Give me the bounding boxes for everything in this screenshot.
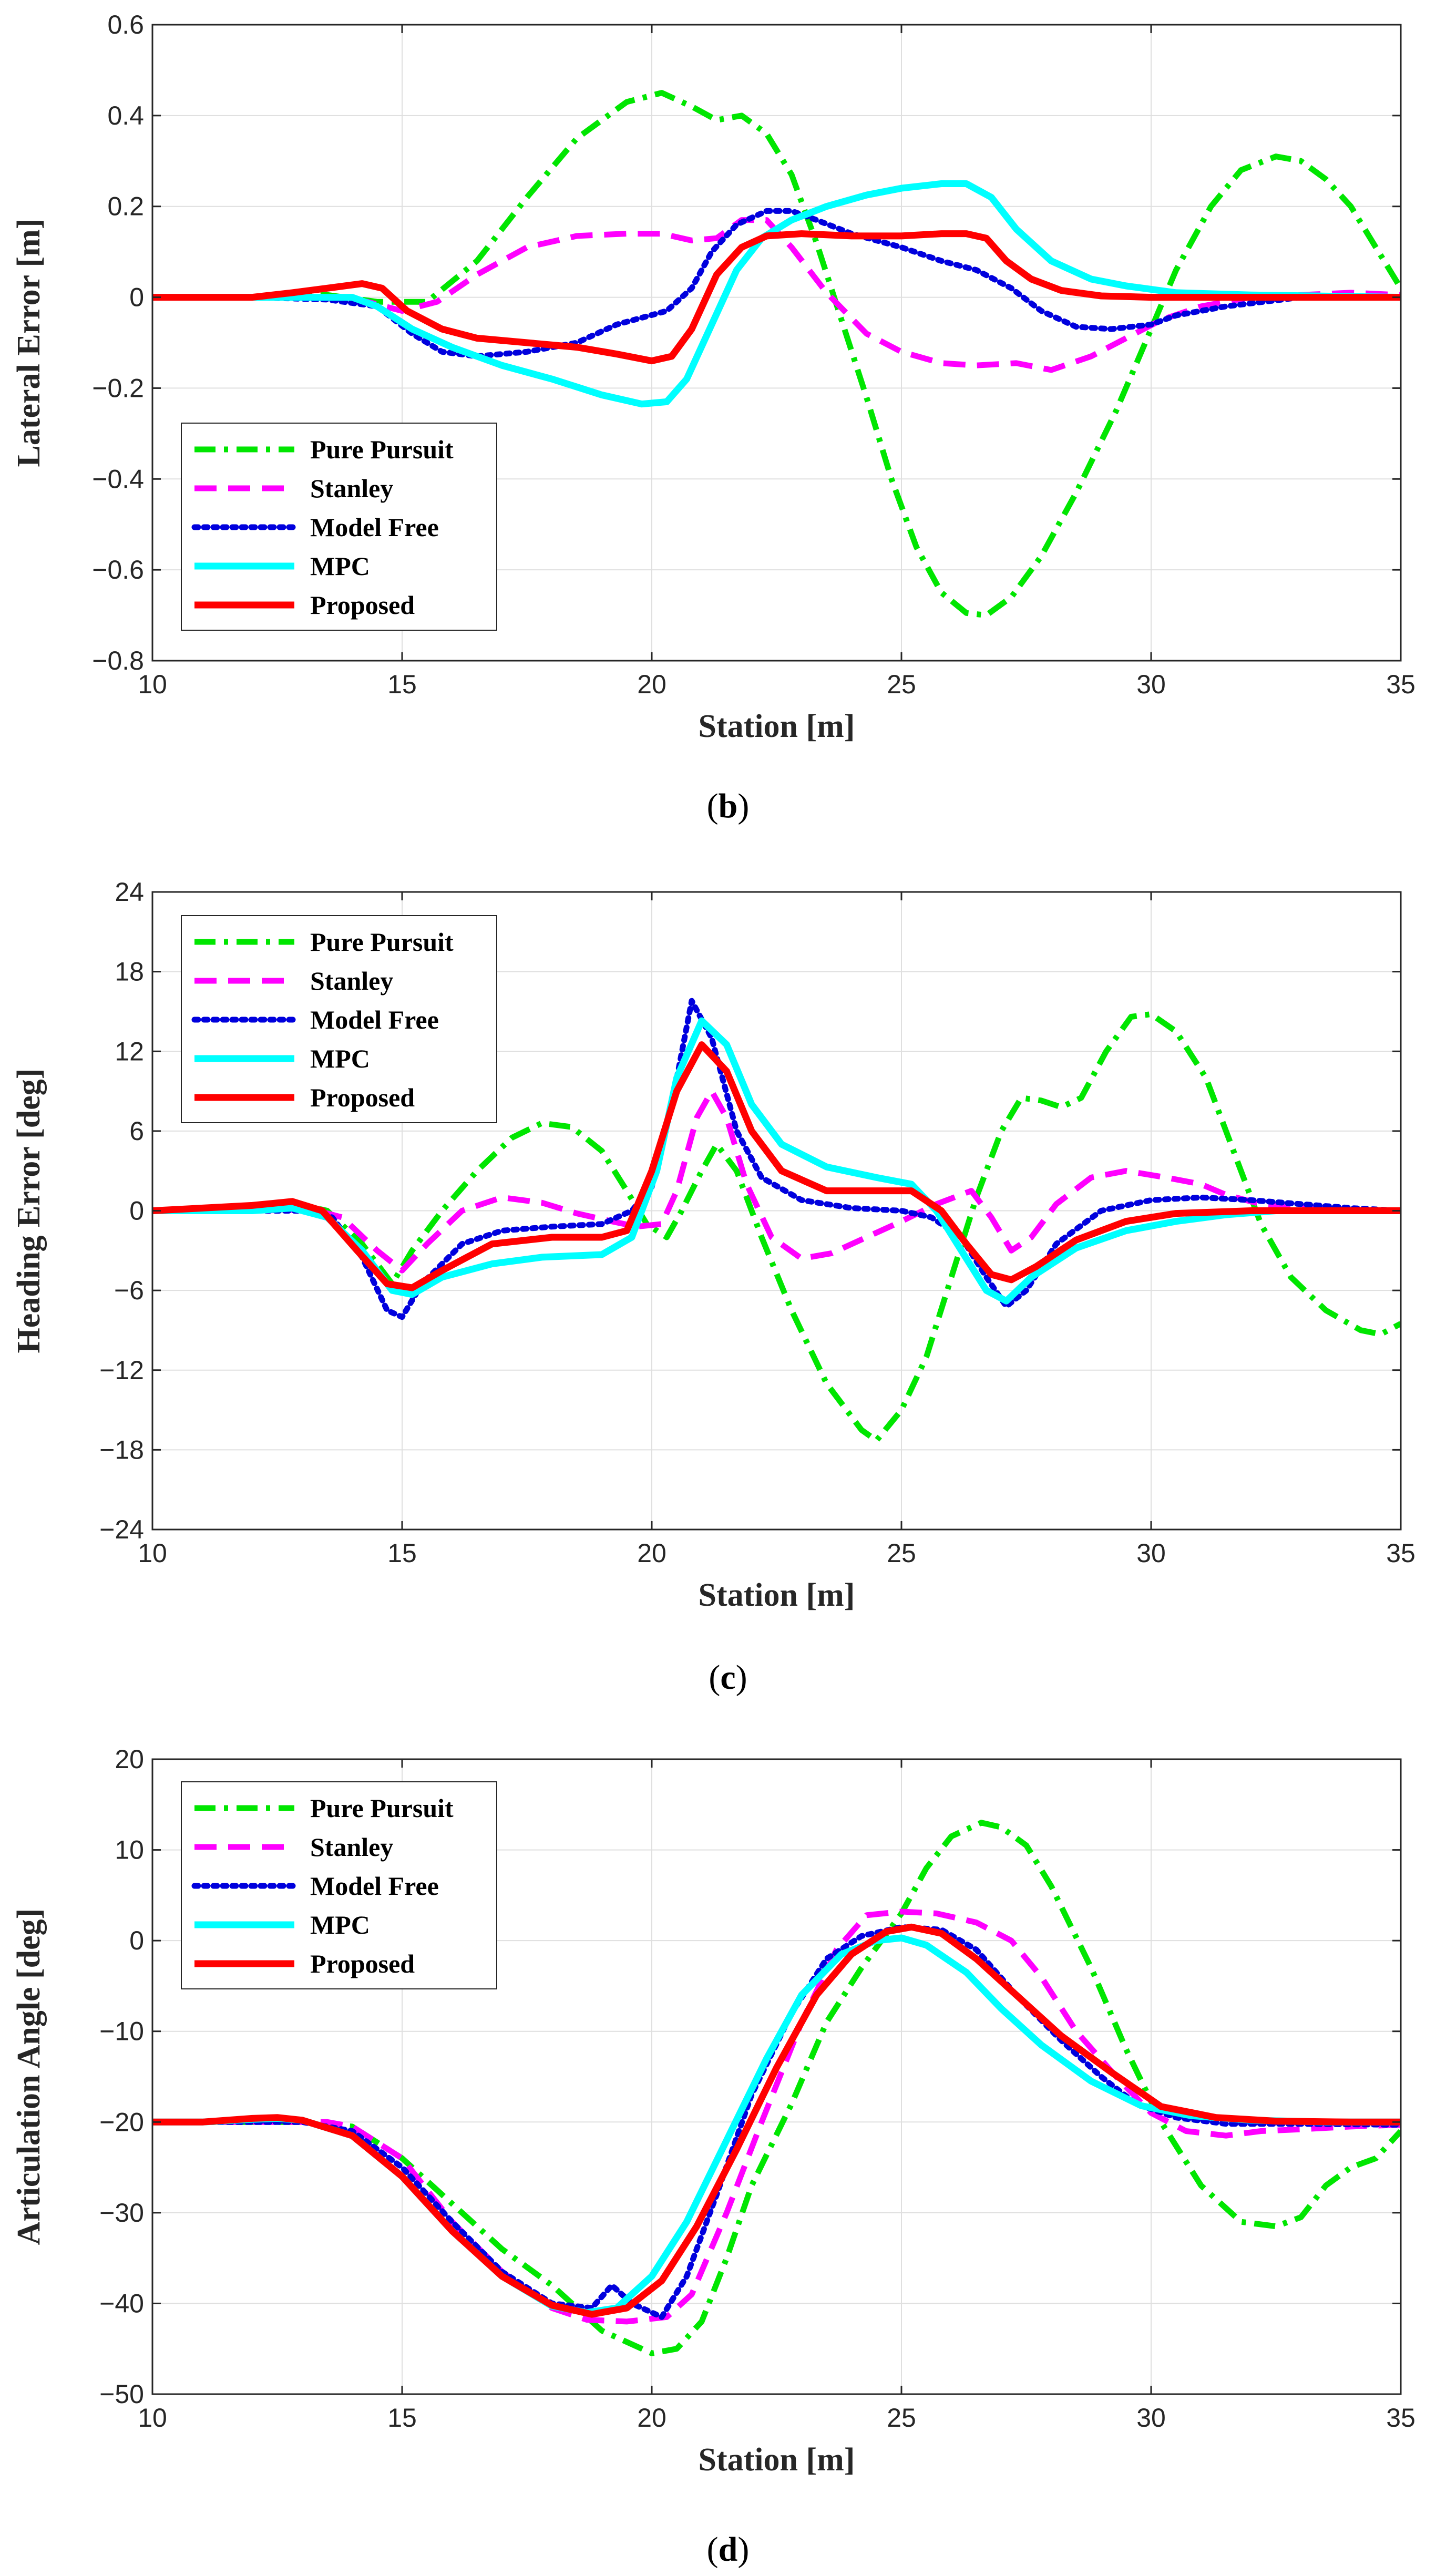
y-tick-label: 12 bbox=[115, 1036, 144, 1066]
y-tick-label: 0.2 bbox=[107, 192, 144, 221]
y-tick-label: −24 bbox=[99, 1515, 144, 1544]
legend-label-mpc: MPC bbox=[310, 1044, 370, 1073]
y-tick-label: 24 bbox=[115, 877, 144, 907]
legend-label-mpc: MPC bbox=[310, 1910, 370, 1939]
x-tick-label: 10 bbox=[138, 670, 167, 699]
series-line-model-free bbox=[152, 208, 1401, 360]
x-tick-label: 25 bbox=[887, 2403, 916, 2433]
y-tick-label: −40 bbox=[99, 2288, 144, 2318]
legend-label-stanley: Stanley bbox=[310, 1832, 393, 1862]
y-tick-label: −0.8 bbox=[92, 646, 144, 675]
x-tick-label: 10 bbox=[138, 1538, 167, 1568]
caption-d: (d) bbox=[707, 2530, 750, 2569]
legend-label-stanley: Stanley bbox=[310, 474, 393, 503]
legend-label-proposed: Proposed bbox=[310, 590, 415, 620]
legend-label-proposed: Proposed bbox=[310, 1083, 415, 1112]
y-tick-label: −0.6 bbox=[92, 555, 144, 584]
series-line-proposed bbox=[152, 230, 1401, 365]
x-tick-label: 10 bbox=[138, 2403, 167, 2433]
legend-label-model-free: Model Free bbox=[310, 1871, 439, 1901]
y-tick-label: −12 bbox=[99, 1356, 144, 1385]
series-group bbox=[152, 1820, 1401, 2356]
x-axis-label: Station [m] bbox=[699, 2442, 855, 2478]
y-tick-label: −6 bbox=[114, 1276, 144, 1305]
axes-box bbox=[151, 1758, 1402, 2395]
y-tick-label: −0.2 bbox=[92, 373, 144, 403]
y-tick-label: 0 bbox=[129, 1196, 144, 1226]
x-tick-label: 20 bbox=[637, 1538, 666, 1568]
y-tick-label: 0 bbox=[129, 1926, 144, 1955]
legend: Pure Pursuit Stanley Model Free MPC Proposed bbox=[181, 915, 497, 1123]
y-tick-label: −0.4 bbox=[92, 464, 144, 494]
y-axis-label: Heading Error [deg] bbox=[11, 1069, 47, 1353]
x-tick-label: 15 bbox=[387, 1538, 417, 1568]
y-tick-label: 0 bbox=[129, 283, 144, 312]
x-tick-label: 15 bbox=[387, 670, 417, 699]
axes-box bbox=[151, 24, 1402, 662]
y-axis-label: Lateral Error [m] bbox=[11, 219, 47, 467]
legend-label-pure-pursuit: Pure Pursuit bbox=[310, 435, 454, 464]
series-group bbox=[152, 998, 1401, 1444]
series-line-pure-pursuit bbox=[152, 1011, 1401, 1444]
series-line-proposed bbox=[152, 1923, 1401, 2318]
panel-heading-error: 10 15 20 25 30 35 −24 −18 −12 −6 0 6 12 18 24 Station [… bbox=[11, 877, 1416, 1613]
legend-box bbox=[181, 1781, 497, 1989]
y-tick-label: −50 bbox=[99, 2379, 144, 2409]
legend-label-mpc: MPC bbox=[310, 551, 370, 581]
legend-label-proposed: Proposed bbox=[310, 1949, 415, 1978]
x-tick-label: 25 bbox=[887, 1538, 916, 1568]
y-tick-label: 18 bbox=[115, 957, 144, 987]
legend: Pure Pursuit Stanley Model Free MPC Proposed bbox=[181, 423, 497, 631]
legend-label-model-free: Model Free bbox=[310, 1005, 439, 1034]
y-tick-label: −18 bbox=[99, 1435, 144, 1464]
legend: Pure Pursuit Stanley Model Free MPC Proposed bbox=[181, 1781, 497, 1989]
legend-label-model-free: Model Free bbox=[310, 512, 439, 542]
x-tick-label: 35 bbox=[1386, 670, 1416, 699]
y-tick-label: −30 bbox=[99, 2198, 144, 2228]
y-tick-label: −10 bbox=[99, 2017, 144, 2046]
y-axis-label: Articulation Angle [deg] bbox=[11, 1908, 47, 2245]
x-tick-label: 30 bbox=[1136, 670, 1166, 699]
panel-lateral-error: 10 15 20 25 30 35 −0.8 −0.6 −0.4 −0.2 0 0.2 0.4 0.6 St… bbox=[11, 10, 1416, 744]
x-tick-label: 20 bbox=[637, 670, 666, 699]
y-tick-label: 20 bbox=[115, 1744, 144, 1774]
series-line-proposed bbox=[152, 1041, 1401, 1291]
caption-c: (c) bbox=[709, 1658, 747, 1697]
series-line-pure-pursuit bbox=[152, 90, 1401, 619]
x-tick-label: 35 bbox=[1386, 2403, 1416, 2433]
x-tick-label: 20 bbox=[637, 2403, 666, 2433]
x-tick-label: 35 bbox=[1386, 1538, 1416, 1568]
x-axis-label: Station [m] bbox=[699, 1577, 855, 1613]
legend-label-pure-pursuit: Pure Pursuit bbox=[310, 1793, 454, 1823]
x-tick-label: 30 bbox=[1136, 1538, 1166, 1568]
x-axis-label: Station [m] bbox=[699, 709, 855, 744]
legend-label-pure-pursuit: Pure Pursuit bbox=[310, 927, 454, 957]
x-tick-label: 30 bbox=[1136, 2403, 1166, 2433]
series-group bbox=[152, 90, 1401, 619]
x-tick-label: 25 bbox=[887, 670, 916, 699]
series-line-model-free bbox=[152, 998, 1401, 1320]
y-tick-label: 0.4 bbox=[107, 101, 144, 130]
panel-articulation-angle: 10 15 20 25 30 35 −50 −40 −30 −20 −10 0 10 20 Station … bbox=[11, 1744, 1416, 2478]
y-tick-label: 6 bbox=[129, 1116, 144, 1146]
series-line-mpc bbox=[152, 1017, 1401, 1305]
y-tick-label: 0.6 bbox=[107, 10, 144, 39]
x-tick-label: 15 bbox=[387, 2403, 417, 2433]
caption-b: (b) bbox=[707, 787, 750, 825]
legend-label-stanley: Stanley bbox=[310, 966, 393, 995]
series-line-stanley bbox=[152, 1088, 1401, 1274]
y-tick-label: −20 bbox=[99, 2107, 144, 2137]
y-tick-label: 10 bbox=[115, 1835, 144, 1865]
